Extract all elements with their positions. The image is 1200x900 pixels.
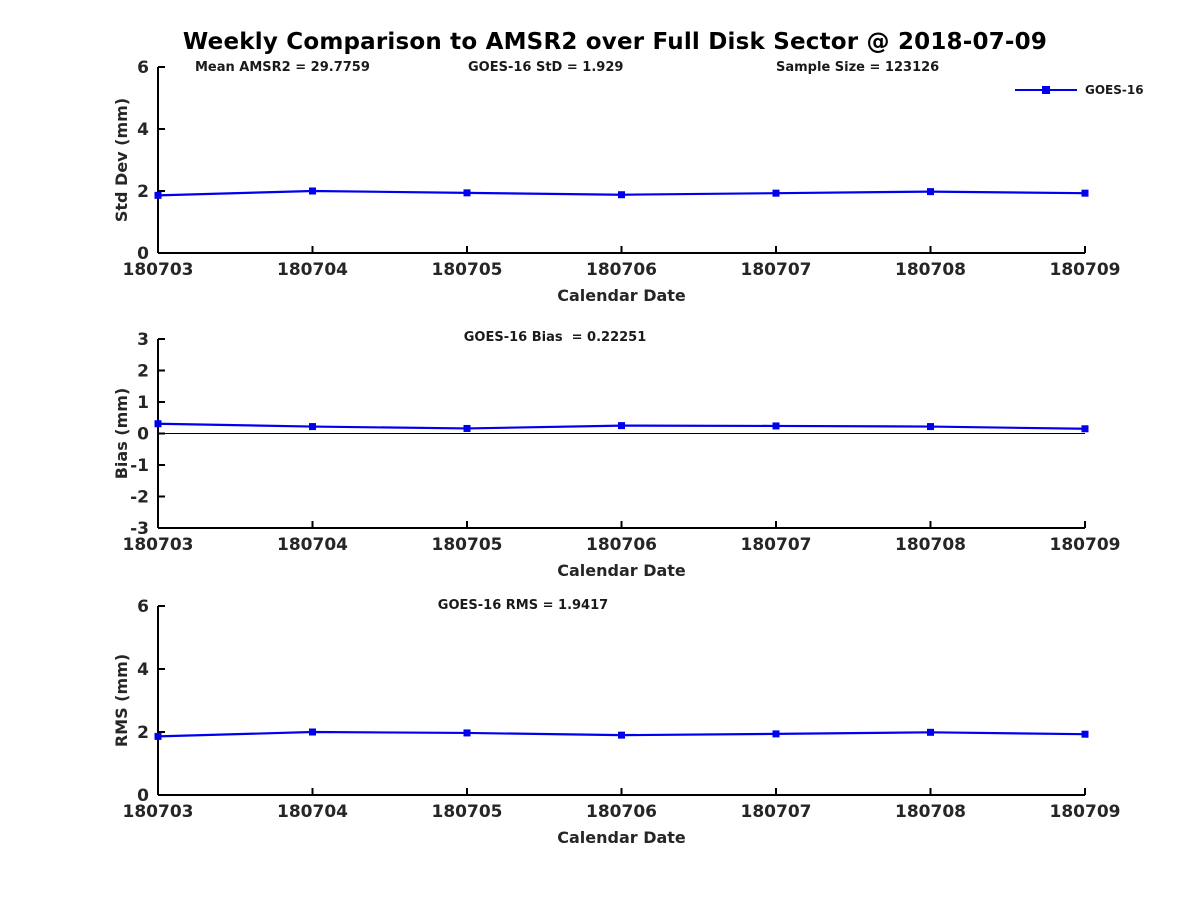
bias-x-tick-label: 180709	[1050, 535, 1121, 555]
std-dev-data-marker	[154, 191, 162, 199]
bias-data-marker	[463, 424, 471, 432]
std-dev-data-marker	[772, 189, 780, 197]
bias-data-marker	[1081, 425, 1089, 433]
std-dev-x-tick-label: 180709	[1050, 260, 1121, 280]
std-dev-x-axis-label: Calendar Date	[557, 286, 686, 305]
bias-y-tick-label: 2	[137, 362, 149, 382]
std-dev-x-tick-label: 180705	[432, 260, 503, 280]
bias-data-marker	[309, 423, 316, 431]
rms-x-tick-label: 180707	[741, 802, 812, 822]
std-dev-y-axis-label: Std Dev (mm)	[112, 98, 131, 222]
bias-data-marker	[772, 422, 780, 430]
bias-y-tick-label: -3	[130, 519, 149, 539]
bias-x-tick-label: 180703	[123, 535, 194, 555]
annotation-goes16-std: GOES-16 StD = 1.929	[468, 60, 624, 75]
legend-label: GOES-16	[1085, 83, 1144, 97]
rms-y-tick-label: 0	[137, 786, 149, 806]
std-dev-x-tick-label: 180706	[586, 260, 657, 280]
bias-x-tick-label: 180706	[586, 535, 657, 555]
bias-y-axis-label: Bias (mm)	[112, 388, 131, 480]
bias-x-tick-label: 180704	[277, 535, 348, 555]
std-dev-y-tick-label: 4	[137, 120, 149, 140]
annotation-mean-amsr2: Mean AMSR2 = 29.7759	[195, 60, 370, 75]
rms-y-tick-label: 4	[137, 660, 149, 680]
rms-x-tick-label: 180709	[1050, 802, 1121, 822]
rms-data-marker	[463, 729, 471, 737]
bias-x-axis-label: Calendar Date	[557, 561, 686, 580]
std-dev-x-tick-label: 180703	[123, 260, 194, 280]
bias-data-marker	[927, 423, 934, 431]
bias-y-tick-label: -2	[130, 488, 149, 508]
std-dev-data-marker	[463, 189, 471, 197]
bias-x-tick-label: 180705	[432, 535, 503, 555]
std-dev-y-tick-label: 6	[137, 58, 149, 78]
rms-x-tick-label: 180708	[895, 802, 966, 822]
rms-data-marker	[772, 730, 780, 738]
bias-plot-title: GOES-16 Bias = 0.22251	[463, 330, 647, 345]
rms-data-marker	[618, 731, 625, 739]
bias-y-tick-label: 1	[137, 393, 149, 413]
rms-x-tick-label: 180706	[586, 802, 657, 822]
std-dev-x-tick-label: 180707	[741, 260, 812, 280]
std-dev-data-marker	[927, 188, 934, 196]
bias-data-marker	[154, 420, 162, 428]
legend-marker-icon	[1042, 86, 1050, 94]
std-dev-data-marker	[309, 187, 316, 195]
bias-plot: -3 -2 -1 0 1 2 3 180703 180704 180705 180706 180707…	[112, 330, 1120, 580]
rms-y-axis-label: RMS (mm)	[112, 654, 131, 747]
rms-plot-title: GOES-16 RMS = 1.9417	[437, 598, 609, 613]
rms-x-tick-label: 180703	[123, 802, 194, 822]
rms-x-axis-label: Calendar Date	[557, 828, 686, 847]
bias-x-tick-label: 180707	[741, 535, 812, 555]
bias-y-tick-label: -1	[130, 456, 149, 476]
rms-data-marker	[1081, 730, 1089, 738]
legend-line-sample	[1015, 86, 1077, 94]
std-dev-data-marker	[618, 191, 625, 199]
std-dev-data-marker	[1081, 189, 1089, 197]
std-dev-x-tick-label: 180708	[895, 260, 966, 280]
bias-y-tick-label: 3	[137, 330, 149, 350]
rms-data-marker	[927, 728, 934, 736]
rms-x-tick-label: 180705	[432, 802, 503, 822]
rms-plot: 0 2 4 6 180703 180704 180705 180706 180707 180708…	[112, 597, 1120, 847]
legend: GOES-16	[1015, 83, 1144, 97]
bias-x-tick-label: 180708	[895, 535, 966, 555]
rms-data-marker	[154, 732, 162, 740]
bias-data-marker	[618, 422, 625, 430]
rms-data-marker	[309, 728, 316, 736]
annotation-sample-size: Sample Size = 123126	[776, 60, 940, 75]
figure-title: Weekly Comparison to AMSR2 over Full Dis…	[182, 29, 1048, 55]
std-dev-y-tick-label: 2	[137, 182, 149, 202]
rms-y-tick-label: 6	[137, 597, 149, 617]
std-dev-plot: 0 2 4 6 180703 180704 180705 180706 180707 180708…	[112, 58, 1120, 305]
bias-y-tick-label: 0	[137, 425, 149, 445]
rms-x-tick-label: 180704	[277, 802, 348, 822]
rms-y-tick-label: 2	[137, 723, 149, 743]
std-dev-y-tick-label: 0	[137, 244, 149, 264]
std-dev-x-tick-label: 180704	[277, 260, 348, 280]
